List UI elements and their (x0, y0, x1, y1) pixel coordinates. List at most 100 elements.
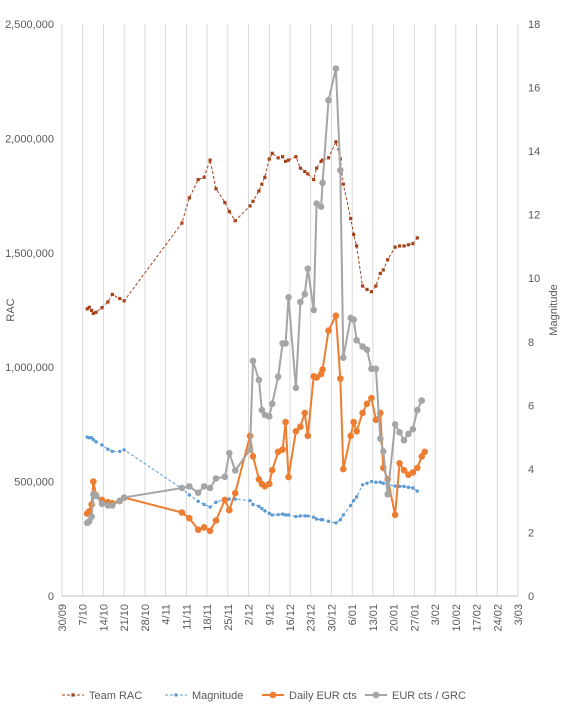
data-point (350, 418, 357, 426)
y-left-tick-label: 500,000 (14, 477, 54, 489)
data-point (377, 435, 384, 443)
x-tick-label: 20/01 (389, 604, 401, 632)
data-point (332, 312, 340, 320)
data-point (212, 475, 220, 482)
legend-label: Daily EUR cts (289, 690, 357, 702)
data-point (292, 384, 300, 392)
data-point (110, 449, 115, 454)
data-point (98, 500, 106, 508)
data-point (196, 499, 200, 504)
data-point (267, 157, 271, 161)
y-right-tick-label: 8 (528, 337, 534, 349)
data-point (88, 513, 95, 520)
y-right-tick-label: 12 (528, 210, 540, 222)
data-point (227, 210, 231, 214)
data-point (319, 366, 326, 373)
x-tick-label: 4/11 (161, 604, 173, 625)
data-point (186, 514, 193, 522)
y-right-tick-label: 2 (528, 527, 534, 539)
data-point (91, 311, 95, 316)
data-point (354, 495, 359, 499)
data-point (332, 65, 340, 72)
data-point (406, 485, 411, 490)
data-point (400, 436, 408, 444)
data-point (325, 327, 332, 334)
data-point (297, 423, 304, 430)
data-point (311, 515, 316, 519)
data-point (208, 158, 212, 162)
data-point (200, 483, 208, 490)
x-tick-label: 16/12 (285, 604, 297, 632)
legend-item: Magnitude (165, 690, 243, 702)
data-point (251, 502, 255, 507)
data-point (231, 467, 239, 474)
data-point (339, 354, 347, 361)
data-point (352, 232, 356, 237)
data-point (368, 394, 375, 402)
data-point (409, 425, 417, 433)
data-point (109, 502, 116, 509)
x-tick-label: 17/02 (472, 604, 484, 632)
x-tick-label: 9/12 (264, 604, 276, 625)
data-point (339, 465, 347, 473)
x-tick-label: 24/02 (492, 604, 504, 632)
y-right-tick-label: 16 (528, 83, 540, 95)
data-point (276, 156, 280, 160)
data-point (194, 489, 202, 497)
data-point (393, 245, 397, 249)
data-point (297, 298, 304, 306)
data-point (94, 310, 98, 314)
data-point (87, 305, 91, 309)
x-tick-label: 3/02 (430, 604, 442, 625)
data-point (225, 506, 233, 514)
data-point (338, 518, 343, 522)
data-point (248, 204, 252, 208)
data-point (363, 346, 371, 354)
data-point (214, 500, 218, 504)
legend-label: Magnitude (192, 690, 243, 702)
data-point (320, 518, 325, 522)
data-point (225, 449, 233, 457)
legend-label: Team RAC (89, 690, 142, 702)
data-point (279, 446, 286, 453)
data-point (100, 306, 104, 310)
data-point (263, 509, 267, 513)
data-point (180, 221, 184, 225)
x-tick-label: 7/10 (78, 604, 90, 625)
data-point (221, 473, 229, 481)
data-point (381, 268, 385, 272)
x-tick-label: 13/01 (368, 604, 380, 632)
y-left-tick-label: 2,000,000 (5, 133, 54, 145)
data-point (276, 512, 280, 517)
series-daily-eur-cts (83, 312, 429, 535)
data-point (360, 483, 365, 487)
y-left-tick-label: 0 (48, 591, 54, 603)
data-point (178, 509, 186, 516)
data-point (378, 271, 382, 275)
legend-marker (174, 693, 178, 697)
data-point (118, 449, 122, 454)
data-point (365, 287, 369, 292)
series-eur-cts-grc (83, 65, 426, 527)
data-point (249, 357, 257, 365)
data-point (298, 166, 302, 170)
x-tick-label: 2/12 (244, 604, 256, 625)
legend-item: EUR cts / GRC (365, 690, 466, 702)
data-point (349, 503, 353, 508)
data-point (286, 158, 291, 162)
data-point (120, 494, 128, 501)
data-point (393, 484, 397, 488)
series-magnitude (85, 435, 420, 525)
data-point (353, 336, 360, 344)
data-point (402, 244, 406, 248)
data-point (122, 299, 126, 303)
data-point (418, 397, 426, 404)
data-point (360, 284, 365, 288)
data-point (196, 177, 200, 182)
data-point (397, 484, 402, 489)
data-point (251, 199, 255, 203)
x-tick-label: 10/02 (451, 604, 463, 632)
data-point (280, 155, 285, 159)
data-point (94, 440, 98, 444)
